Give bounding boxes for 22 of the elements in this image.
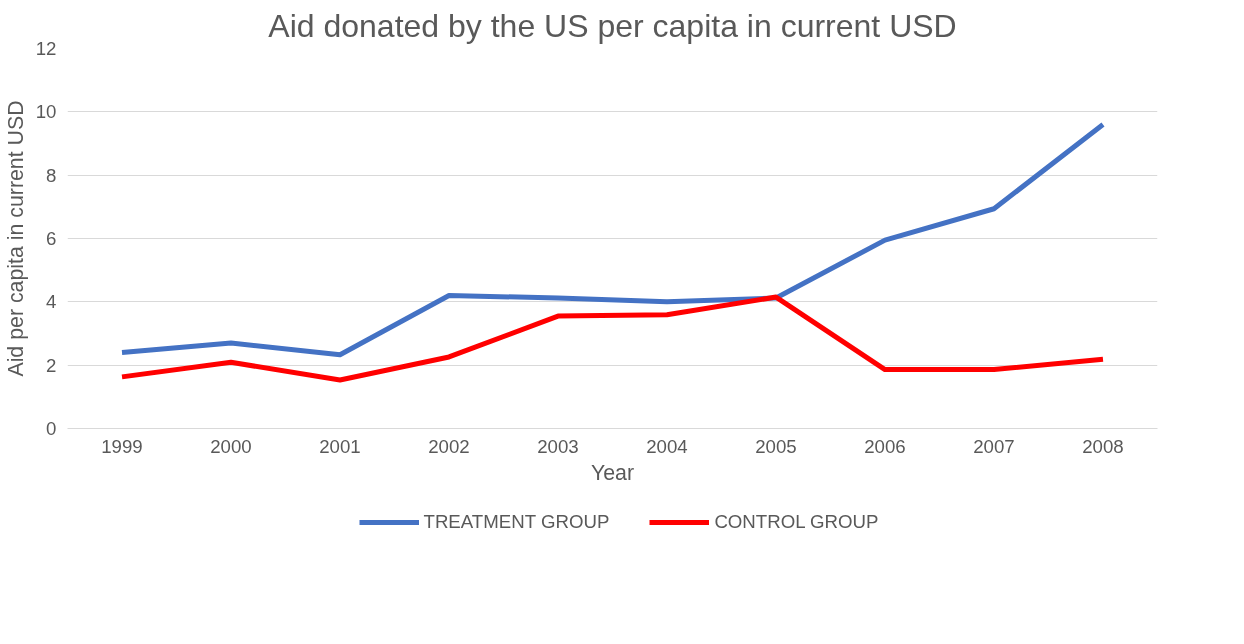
- y-tick-label: 4: [46, 291, 57, 313]
- y-tick-label: 2: [46, 354, 57, 376]
- y-tick-label: 12: [35, 38, 57, 59]
- x-tick-label: 2007: [973, 435, 1015, 457]
- x-tick-label: 2001: [319, 435, 361, 457]
- y-tick-label: 8: [46, 164, 57, 186]
- x-tick-label: 2003: [537, 435, 579, 457]
- legend-label: CONTROL GROUP: [714, 511, 879, 533]
- x-tick-label: 2008: [1082, 435, 1124, 457]
- x-tick-label: 2002: [428, 435, 470, 457]
- x-axis-title: Year: [590, 460, 635, 485]
- chart-title: Aid donated by the US per capita in current USD: [268, 7, 957, 44]
- x-tick-label: 2000: [210, 435, 252, 457]
- y-tick-label: 0: [46, 418, 57, 439]
- y-tick-label: 10: [35, 101, 57, 123]
- x-tick-label: 2004: [646, 435, 688, 457]
- x-tick-label: 2006: [864, 435, 906, 457]
- y-axis-title: Aid per capita in current USD: [3, 100, 28, 377]
- x-tick-label: 1999: [101, 435, 143, 457]
- legend-label: TREATMENT GROUP: [423, 511, 610, 533]
- y-tick-label: 6: [46, 228, 57, 249]
- x-tick-label: 2005: [755, 435, 797, 457]
